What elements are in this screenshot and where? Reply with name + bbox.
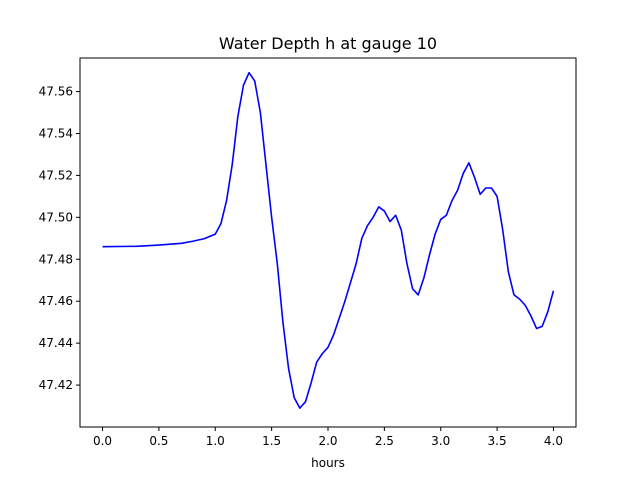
y-tick-label: 47.48 bbox=[39, 252, 73, 266]
x-tick-label: 0.5 bbox=[149, 434, 168, 448]
y-tick-label: 47.54 bbox=[39, 126, 73, 140]
x-tick-label: 1.0 bbox=[206, 434, 225, 448]
x-tick-label: 2.5 bbox=[375, 434, 394, 448]
plot-frame bbox=[79, 57, 577, 428]
y-tick-label: 47.50 bbox=[39, 210, 73, 224]
x-tick-label: 2.0 bbox=[318, 434, 337, 448]
x-tick-label: 1.5 bbox=[262, 434, 281, 448]
x-tick-label: 3.0 bbox=[431, 434, 450, 448]
chart-title: Water Depth h at gauge 10 bbox=[219, 34, 437, 53]
x-tick-label: 4.0 bbox=[544, 434, 563, 448]
y-tick-label: 47.44 bbox=[39, 336, 73, 350]
y-tick-label: 47.56 bbox=[39, 85, 73, 99]
x-axis: 0.0 0.5 1.0 1.5 2.0 2.5 3.0 3.5 4.0 bbox=[93, 427, 563, 448]
y-tick-label: 47.46 bbox=[39, 294, 73, 308]
x-tick-label: 3.5 bbox=[488, 434, 507, 448]
y-tick-label: 47.52 bbox=[39, 168, 73, 182]
x-axis-label: hours bbox=[311, 456, 345, 470]
y-tick-label: 47.42 bbox=[39, 378, 73, 392]
series-line bbox=[102, 71, 555, 409]
y-axis: 47.42 47.44 47.46 47.48 47.50 47.52 47.54 47.56 bbox=[39, 85, 80, 392]
plot-area bbox=[102, 71, 555, 409]
x-tick-label: 0.0 bbox=[93, 434, 112, 448]
